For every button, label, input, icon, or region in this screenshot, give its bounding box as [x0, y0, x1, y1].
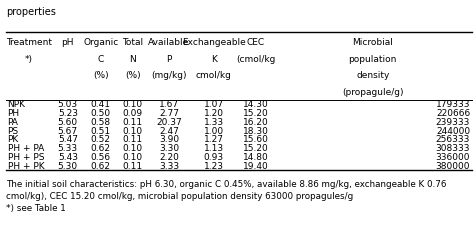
- Text: 1.27: 1.27: [204, 135, 224, 144]
- Text: 0.09: 0.09: [123, 109, 143, 118]
- Text: 16.20: 16.20: [243, 117, 269, 126]
- Text: N: N: [129, 54, 136, 63]
- Text: (propagule/g): (propagule/g): [342, 88, 403, 97]
- Text: 0.11: 0.11: [123, 117, 143, 126]
- Text: 5.33: 5.33: [58, 144, 78, 153]
- Text: 244000: 244000: [436, 126, 470, 135]
- Text: PH: PH: [8, 109, 20, 118]
- Text: 1.33: 1.33: [204, 117, 224, 126]
- Text: pH: pH: [62, 37, 74, 46]
- Text: 3.33: 3.33: [159, 161, 179, 170]
- Text: 3.30: 3.30: [159, 144, 179, 153]
- Text: 1.23: 1.23: [204, 161, 224, 170]
- Text: P: P: [166, 54, 172, 63]
- Text: Microbial: Microbial: [352, 37, 393, 46]
- Text: PH + PS: PH + PS: [8, 152, 44, 161]
- Text: Organic: Organic: [83, 37, 118, 46]
- Text: 15.60: 15.60: [243, 135, 269, 144]
- Text: 0.56: 0.56: [91, 152, 111, 161]
- Text: (%): (%): [93, 71, 109, 80]
- Text: 5.30: 5.30: [58, 161, 78, 170]
- Text: 14.80: 14.80: [243, 152, 269, 161]
- Text: 5.23: 5.23: [58, 109, 78, 118]
- Text: (%): (%): [125, 71, 140, 80]
- Text: 0.10: 0.10: [123, 126, 143, 135]
- Text: 256333: 256333: [436, 135, 470, 144]
- Text: 0.62: 0.62: [91, 161, 111, 170]
- Text: 0.50: 0.50: [91, 109, 111, 118]
- Text: PA: PA: [8, 117, 18, 126]
- Text: 5.60: 5.60: [58, 117, 78, 126]
- Text: 0.11: 0.11: [123, 161, 143, 170]
- Text: K: K: [211, 54, 217, 63]
- Text: 308333: 308333: [436, 144, 470, 153]
- Text: density: density: [356, 71, 390, 80]
- Text: 0.10: 0.10: [123, 100, 143, 109]
- Text: 220666: 220666: [436, 109, 470, 118]
- Text: NPK: NPK: [8, 100, 26, 109]
- Text: CEC: CEC: [247, 37, 265, 46]
- Text: PS: PS: [8, 126, 18, 135]
- Text: 1.07: 1.07: [204, 100, 224, 109]
- Text: C: C: [98, 54, 104, 63]
- Text: 15.20: 15.20: [243, 144, 269, 153]
- Text: population: population: [348, 54, 397, 63]
- Text: 5.43: 5.43: [58, 152, 78, 161]
- Text: 2.77: 2.77: [159, 109, 179, 118]
- Text: properties: properties: [6, 7, 56, 17]
- Text: 1.00: 1.00: [204, 126, 224, 135]
- Text: PK: PK: [8, 135, 19, 144]
- Text: 0.58: 0.58: [91, 117, 111, 126]
- Text: 20.37: 20.37: [156, 117, 182, 126]
- Text: 2.20: 2.20: [159, 152, 179, 161]
- Text: Treatment: Treatment: [6, 37, 52, 46]
- Text: 0.93: 0.93: [204, 152, 224, 161]
- Text: The initial soil characteristics: pH 6.30, organic C 0.45%, available 8.86 mg/kg: The initial soil characteristics: pH 6.3…: [6, 179, 447, 212]
- Text: 0.11: 0.11: [123, 135, 143, 144]
- Text: cmol/kg: cmol/kg: [196, 71, 232, 80]
- Text: *): *): [25, 54, 33, 63]
- Text: (cmol/kg: (cmol/kg: [236, 54, 276, 63]
- Text: 179333: 179333: [436, 100, 470, 109]
- Text: 1.67: 1.67: [159, 100, 179, 109]
- Text: Available: Available: [148, 37, 190, 46]
- Text: 0.52: 0.52: [91, 135, 111, 144]
- Text: 5.47: 5.47: [58, 135, 78, 144]
- Text: 19.40: 19.40: [243, 161, 269, 170]
- Text: 2.47: 2.47: [159, 126, 179, 135]
- Text: 15.20: 15.20: [243, 109, 269, 118]
- Text: 0.10: 0.10: [123, 152, 143, 161]
- Text: Exchangeable: Exchangeable: [182, 37, 246, 46]
- Text: 380000: 380000: [436, 161, 470, 170]
- Text: 0.10: 0.10: [123, 144, 143, 153]
- Text: Total: Total: [122, 37, 143, 46]
- Text: 5.03: 5.03: [58, 100, 78, 109]
- Text: 239333: 239333: [436, 117, 470, 126]
- Text: 5.67: 5.67: [58, 126, 78, 135]
- Text: 336000: 336000: [436, 152, 470, 161]
- Text: 0.41: 0.41: [91, 100, 111, 109]
- Text: 14.30: 14.30: [243, 100, 269, 109]
- Text: 1.20: 1.20: [204, 109, 224, 118]
- Text: 0.51: 0.51: [91, 126, 111, 135]
- Text: PH + PK: PH + PK: [8, 161, 44, 170]
- Text: 3.90: 3.90: [159, 135, 179, 144]
- Text: 0.62: 0.62: [91, 144, 111, 153]
- Text: 18.30: 18.30: [243, 126, 269, 135]
- Text: (mg/kg): (mg/kg): [151, 71, 187, 80]
- Text: 1.13: 1.13: [204, 144, 224, 153]
- Text: PH + PA: PH + PA: [8, 144, 44, 153]
